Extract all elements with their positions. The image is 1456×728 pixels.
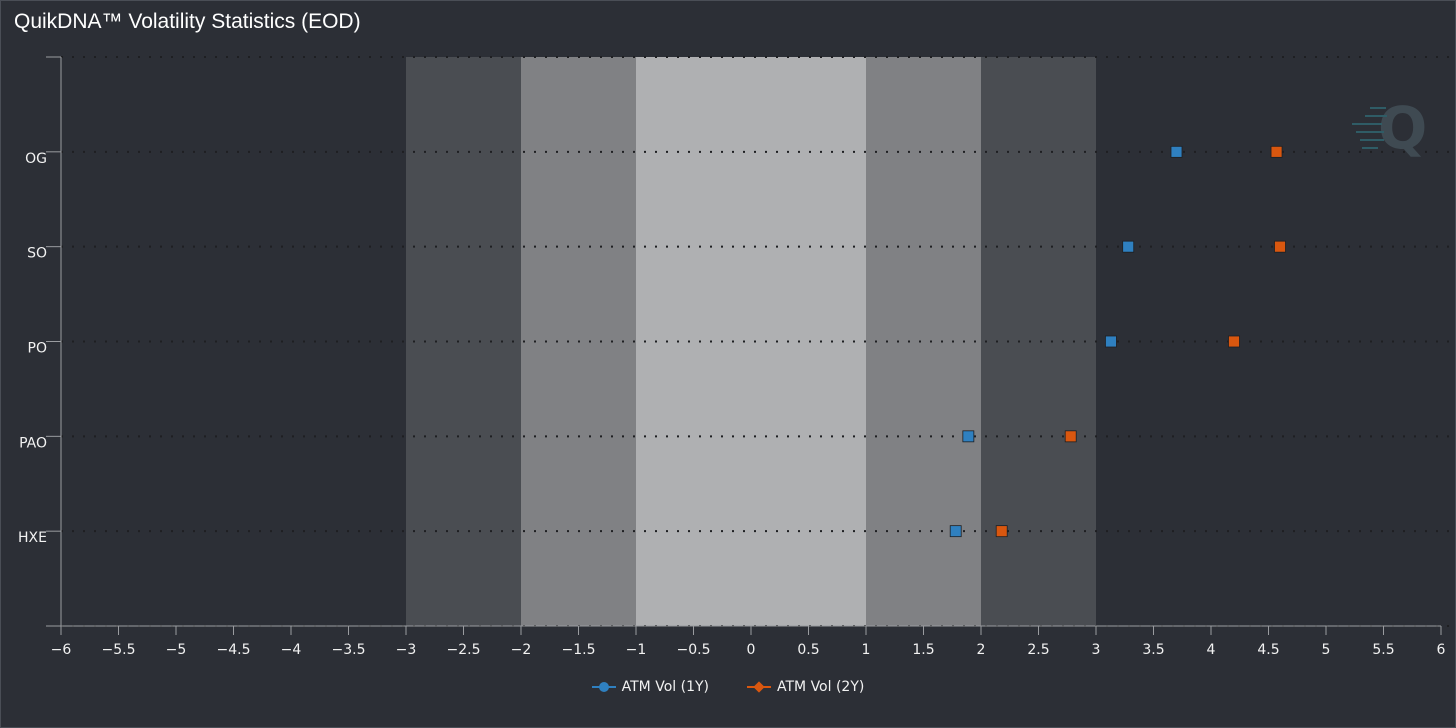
- x-tick-label-9: −1.5: [562, 642, 596, 658]
- x-tick-label-7: −2.5: [447, 642, 481, 658]
- y-tick-label-og: OG: [25, 151, 47, 167]
- chart-legend: ATM Vol (1Y) ATM Vol (2Y): [0, 679, 1456, 695]
- x-tick-label-5: −3.5: [332, 642, 366, 658]
- legend-item-series1[interactable]: ATM Vol (1Y): [591, 679, 709, 695]
- point-series2-so: [1274, 240, 1286, 253]
- x-tick-label-10: −1: [626, 642, 647, 658]
- point-series2-pao: [1064, 430, 1077, 443]
- x-tick-label-12: 0: [747, 642, 756, 658]
- x-tick-label-13: 0.5: [797, 642, 819, 658]
- x-tick-label-15: 1.5: [912, 642, 934, 658]
- x-tick-label-2: −5: [166, 642, 187, 658]
- point-series1-hxe: [949, 525, 962, 538]
- legend-label: ATM Vol (1Y): [621, 679, 709, 695]
- x-tick-label-19: 3.5: [1142, 642, 1164, 658]
- plot-band-0: [406, 57, 521, 626]
- y-tick-label-hxe: HXE: [18, 530, 47, 546]
- x-tick-label-17: 2.5: [1027, 642, 1049, 658]
- x-tick-label-23: 5.5: [1372, 642, 1394, 658]
- point-series2-og: [1270, 145, 1283, 158]
- plot-band-4: [981, 57, 1096, 626]
- x-tick-label-4: −4: [281, 642, 302, 658]
- y-tick-label-so: SO: [27, 246, 47, 262]
- x-tick-label-18: 3: [1092, 642, 1101, 658]
- x-tick-label-11: −0.5: [677, 642, 711, 658]
- x-tick-label-14: 1: [862, 642, 871, 658]
- y-tick-label-po: PO: [28, 341, 47, 357]
- x-tick-label-20: 4: [1207, 642, 1216, 658]
- x-tick-label-1: −5.5: [102, 642, 136, 658]
- x-tick-label-8: −2: [511, 642, 532, 658]
- legend-item-series2[interactable]: ATM Vol (2Y): [747, 679, 864, 695]
- x-tick-label-16: 2: [977, 642, 986, 658]
- x-tick-label-22: 5: [1322, 642, 1331, 658]
- q-watermark-logo: Q: [1378, 94, 1427, 162]
- x-tick-label-24: 6: [1437, 642, 1446, 658]
- point-series1-so: [1122, 240, 1135, 253]
- y-tick-label-pao: PAO: [19, 435, 47, 451]
- x-tick-label-3: −4.5: [217, 642, 251, 658]
- chart-title: QuikDNA™ Volatility Statistics (EOD): [14, 10, 361, 33]
- plot-band-2: [636, 57, 866, 626]
- point-series2-po: [1228, 335, 1240, 348]
- diamond-marker-icon: [747, 681, 771, 693]
- x-tick-label-0: −6: [51, 642, 72, 658]
- x-tick-label-21: 4.5: [1257, 642, 1279, 658]
- x-tick-label-6: −3: [396, 642, 417, 658]
- point-series1-po: [1105, 335, 1117, 348]
- point-series1-pao: [962, 430, 975, 443]
- point-series1-og: [1170, 145, 1183, 158]
- legend-label: ATM Vol (2Y): [777, 679, 865, 695]
- point-series2-hxe: [995, 525, 1008, 538]
- circle-marker-icon: [591, 681, 616, 693]
- plot-band-3: [866, 57, 981, 626]
